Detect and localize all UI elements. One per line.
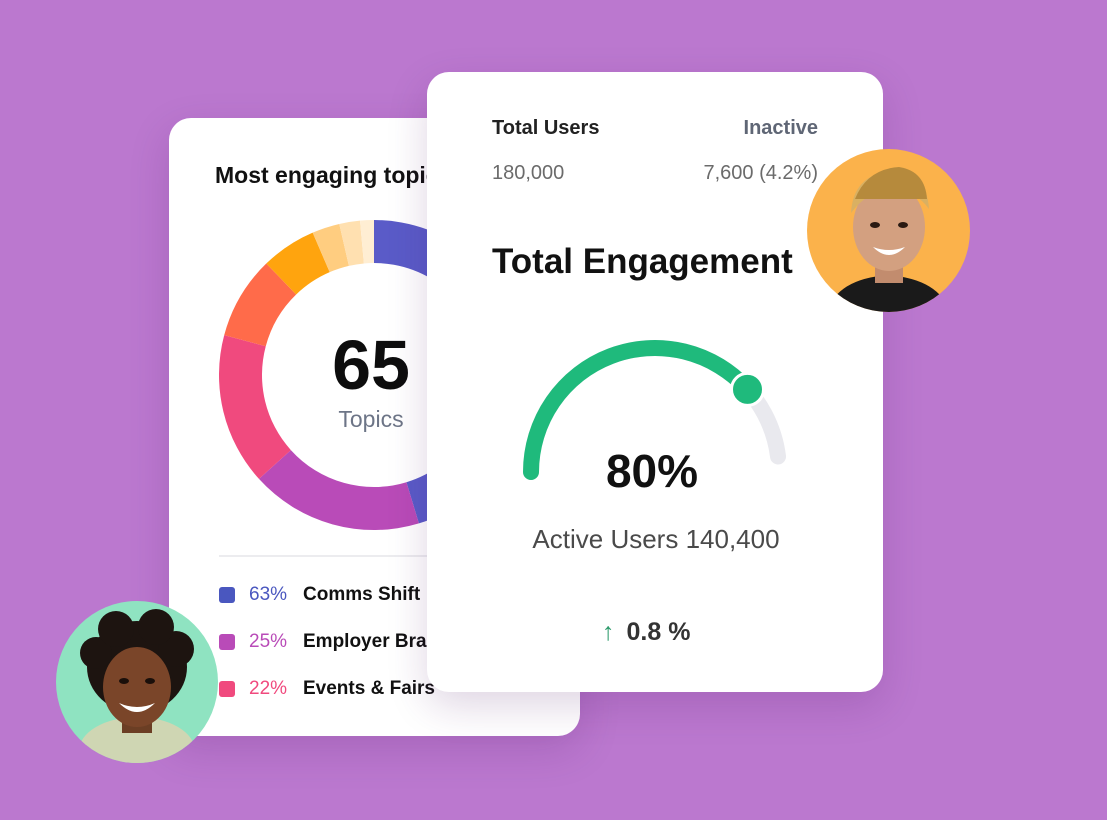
- topics-count-label: Topics: [338, 406, 404, 432]
- inactive-value: 7,600 (4.2%): [703, 162, 818, 184]
- donut-segment-6[interactable]: [339, 220, 364, 266]
- legend-percent: 63%: [249, 584, 288, 605]
- engagement-title: Total Engagement: [492, 242, 793, 281]
- donut-segment-2[interactable]: [219, 335, 291, 479]
- engagement-gauge: [523, 340, 787, 480]
- person-avatar-icon[interactable]: [56, 601, 218, 763]
- gauge-percent: 80%: [605, 445, 699, 497]
- legend-percent: 25%: [249, 631, 288, 652]
- total-users-value: 180,000: [492, 162, 565, 184]
- gauge-fill: [523, 340, 756, 480]
- total-users-label: Total Users: [492, 117, 600, 139]
- donut-segment-1[interactable]: [258, 450, 419, 530]
- trend-indicator: ↑ 0.8 %: [602, 618, 690, 647]
- legend-item[interactable]: 63% Comms Shift: [219, 583, 420, 607]
- legend-name: Employer Brand: [303, 631, 450, 652]
- arrow-up-icon: ↑: [602, 618, 615, 646]
- person-avatar-icon[interactable]: [807, 149, 970, 312]
- topics-count: 65: [332, 326, 410, 404]
- legend-name: Comms Shift: [303, 584, 421, 605]
- inactive-label: Inactive: [743, 117, 818, 139]
- engagement-card: Total Users 180,000 Inactive 7,600 (4.2%…: [427, 72, 883, 692]
- donut-segment-7[interactable]: [360, 220, 374, 264]
- donut-segment-4[interactable]: [266, 232, 330, 295]
- trend-value: 0.8 %: [626, 618, 691, 646]
- legend-name: Events & Fairs: [303, 678, 435, 699]
- topics-title: Most engaging topics: [215, 162, 452, 188]
- legend-percent: 22%: [249, 678, 288, 699]
- divider: [219, 555, 539, 557]
- donut-segment-3[interactable]: [224, 263, 297, 347]
- legend-swatch: [219, 681, 235, 697]
- gauge-knob: [729, 371, 765, 407]
- legend-swatch: [219, 587, 235, 603]
- donut-segment-5[interactable]: [312, 223, 349, 273]
- legend-swatch: [219, 634, 235, 650]
- legend-item[interactable]: 22% Events & Fairs: [219, 677, 435, 701]
- active-users-text: Active Users 140,400: [532, 524, 780, 554]
- legend-item[interactable]: 25% Employer Brand: [219, 630, 450, 654]
